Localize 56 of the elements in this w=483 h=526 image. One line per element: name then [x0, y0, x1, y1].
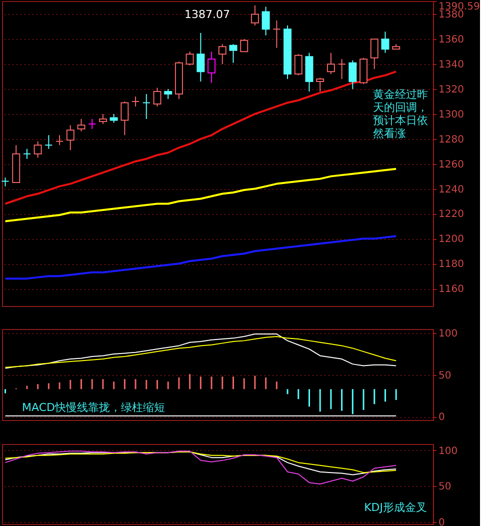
y-tick-label: 1320: [438, 84, 464, 96]
candlestick: [132, 96, 140, 107]
candlestick: [66, 124, 74, 151]
y-tick-label: 1160: [438, 284, 464, 296]
candlestick: [120, 100, 129, 136]
line-series: [4, 450, 397, 484]
candlestick: [196, 32, 205, 82]
candlestick: [218, 44, 226, 65]
candlestick: [294, 54, 302, 76]
candlestick: [240, 38, 248, 52]
y-tick-label: 1300: [438, 109, 464, 120]
candlestick: [360, 57, 368, 85]
candlestick: [338, 58, 346, 80]
candlestick: [370, 38, 378, 70]
y-tick-label: 1240: [438, 184, 464, 196]
candlestick: [142, 94, 150, 120]
annotation: KDJ形成金叉: [364, 501, 427, 514]
candlestick: [348, 60, 357, 90]
candlestick: [88, 118, 96, 130]
candlestick: [34, 140, 42, 158]
y-tick-label: 1220: [438, 209, 464, 220]
y-tick-label: 1280: [438, 134, 464, 146]
annotation: 黄金经过昨天的回调，预计本日依然看涨: [373, 88, 428, 140]
candlestick: [77, 118, 86, 132]
line-series: [4, 168, 398, 222]
y-tick-label: 50: [438, 370, 452, 382]
candlestick: [44, 134, 53, 150]
y-tick-label: 0: [438, 517, 445, 526]
candlestick: [316, 77, 324, 92]
candlestick: [208, 51, 216, 84]
candlestick: [153, 87, 162, 107]
y-tick-label: 1340: [438, 60, 464, 71]
candlestick: [272, 20, 281, 48]
y-tick-label: 1380: [438, 10, 464, 21]
candlestick: [98, 113, 107, 124]
y-tick-label: 1260: [438, 159, 464, 170]
y-tick-label: 1360: [438, 34, 464, 46]
y-tick-label: 50: [438, 482, 452, 493]
candlestick: [56, 134, 64, 146]
candlestick: [186, 51, 194, 66]
y-tick-label: 1200: [438, 234, 464, 246]
candlestick: [250, 4, 259, 26]
candlestick: [1, 177, 10, 187]
candlestick: [22, 148, 31, 160]
line-series: [4, 235, 398, 280]
candlestick: [229, 44, 238, 64]
y-tick-label: 1180: [438, 259, 464, 270]
annotation: 1387.07: [184, 8, 230, 21]
candlestick: [164, 88, 172, 100]
candlestick: [381, 31, 390, 54]
candlestick: [262, 6, 270, 36]
y-tick-label: 100: [438, 446, 458, 457]
candlestick: [326, 52, 335, 75]
y-tick-label: 0: [438, 412, 445, 424]
y-tick-label: 100: [438, 328, 458, 340]
annotation: MACD快慢线靠拢，绿柱缩短: [22, 401, 165, 414]
